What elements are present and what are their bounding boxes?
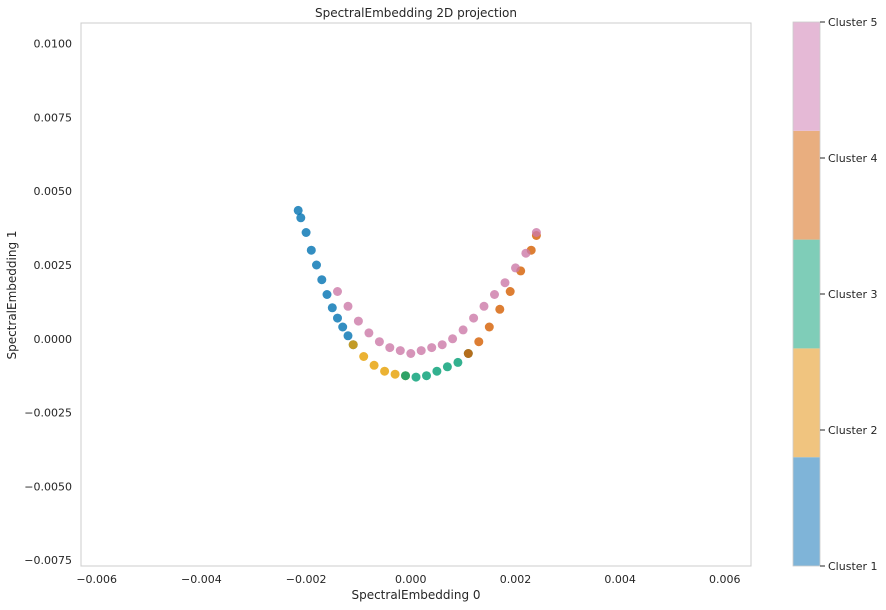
data-point — [327, 303, 337, 313]
colorbar-segment — [793, 348, 820, 458]
y-tick-label: −0.0025 — [24, 407, 72, 420]
data-point — [296, 213, 306, 223]
colorbar-segment — [793, 457, 820, 566]
data-point — [437, 340, 447, 350]
colorbar-label: Cluster 5 — [828, 16, 878, 29]
x-tick-label: 0.002 — [500, 573, 532, 586]
data-point — [333, 287, 342, 296]
data-point — [385, 343, 395, 353]
data-point — [427, 343, 437, 353]
y-tick-label: 0.0100 — [34, 38, 73, 51]
data-point — [484, 322, 494, 332]
y-tick-label: 0.0000 — [34, 333, 73, 346]
data-point — [369, 360, 379, 370]
x-tick-label: 0.000 — [395, 573, 427, 586]
data-point — [343, 301, 353, 311]
data-point — [301, 228, 311, 237]
data-point — [353, 316, 363, 326]
data-point — [359, 352, 369, 361]
data-point — [364, 328, 374, 338]
y-axis-label: SpectralEmbedding 1 — [5, 230, 19, 359]
y-tick-label: 0.0025 — [34, 259, 73, 272]
data-point — [448, 334, 458, 344]
plot-area — [293, 205, 541, 382]
data-point — [442, 362, 452, 372]
colorbar-label: Cluster 2 — [828, 424, 878, 437]
colorbar-label: Cluster 1 — [828, 560, 878, 573]
x-tick-label: −0.006 — [76, 573, 117, 586]
data-point — [411, 372, 421, 382]
colorbar-segment — [793, 239, 820, 349]
data-point — [458, 325, 468, 335]
y-axis-ticks: −0.0075 −0.0050 −0.0025 0.0000 0.0025 0.0050 0… — [24, 38, 72, 567]
data-point — [479, 301, 489, 311]
data-point — [374, 337, 384, 347]
data-point — [531, 228, 541, 237]
data-point — [500, 278, 510, 288]
data-point — [401, 371, 410, 381]
data-point — [406, 349, 416, 358]
data-point — [338, 322, 348, 332]
data-point — [348, 340, 358, 350]
plot-frame — [80, 22, 752, 567]
data-point — [463, 349, 473, 358]
data-point — [390, 369, 400, 379]
x-tick-label: 0.004 — [604, 573, 636, 586]
data-point — [521, 248, 531, 258]
data-point — [490, 290, 499, 299]
data-point — [474, 337, 484, 347]
data-point — [422, 371, 431, 381]
data-point — [469, 313, 479, 323]
series-5 — [333, 228, 541, 358]
y-tick-label: 0.0050 — [34, 185, 73, 198]
data-point — [495, 304, 505, 314]
data-point — [432, 366, 442, 376]
series-1 — [293, 205, 358, 350]
x-axis-ticks: −0.006 −0.004 −0.002 0.000 0.002 0.004 0.006 — [76, 573, 740, 586]
data-point — [322, 290, 332, 299]
colorbar-label: Cluster 4 — [828, 152, 878, 165]
data-point — [416, 346, 426, 356]
data-point — [505, 287, 515, 296]
y-tick-label: −0.0075 — [24, 554, 72, 567]
data-point — [380, 366, 390, 376]
data-point — [343, 331, 353, 341]
x-tick-label: −0.004 — [181, 573, 222, 586]
data-point — [312, 260, 321, 270]
colorbar-segment — [793, 130, 820, 240]
x-tick-label: −0.002 — [286, 573, 327, 586]
colorbar: Cluster 1 Cluster 2 Cluster 3 Cluster 4 Clus… — [792, 16, 878, 573]
chart-title: SpectralEmbedding 2D projection — [315, 6, 517, 20]
x-tick-label: 0.006 — [709, 573, 741, 586]
data-point — [317, 275, 327, 285]
y-tick-label: 0.0075 — [34, 111, 73, 124]
colorbar-segment — [793, 22, 820, 131]
data-point — [395, 346, 405, 356]
data-point — [453, 357, 463, 367]
colorbar-label: Cluster 3 — [828, 288, 878, 301]
data-point — [306, 245, 316, 255]
y-tick-label: −0.0050 — [24, 480, 72, 493]
x-axis-label: SpectralEmbedding 0 — [351, 588, 480, 602]
data-point — [333, 313, 342, 323]
data-point — [293, 205, 303, 215]
data-point — [511, 263, 520, 273]
